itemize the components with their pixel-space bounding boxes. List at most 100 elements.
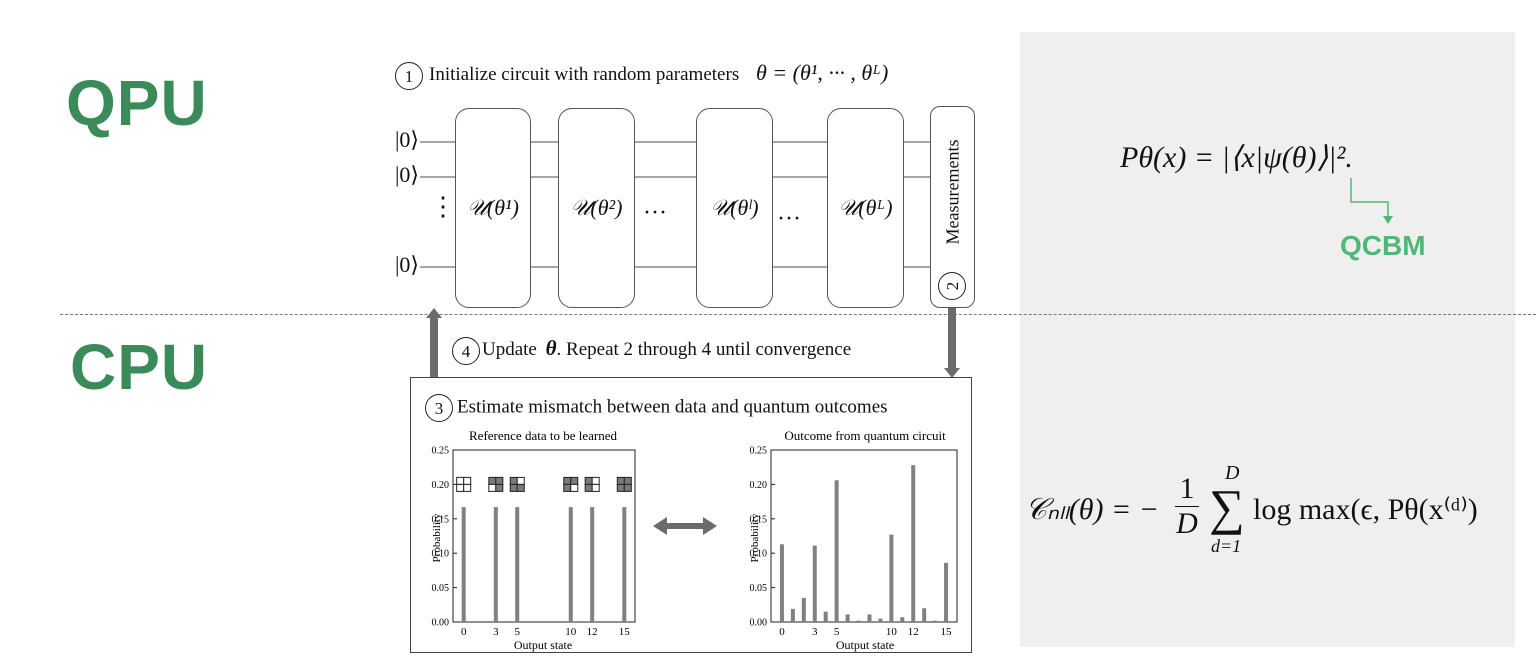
qcbm-label: QCBM <box>1340 230 1426 261</box>
chart1-state-glyph <box>495 476 504 485</box>
cost-lhs: 𝒞ₙₗₗ(θ) = − <box>1025 493 1159 526</box>
chart1-ytick-label: 0.00 <box>432 618 450 629</box>
chart1-state-glyph <box>495 483 504 492</box>
chart2-bar <box>845 614 850 622</box>
chart2-ylabel: Probability <box>749 513 761 562</box>
cost-frac-num: 1 <box>1175 472 1199 507</box>
step4-text-a: Update <box>482 339 537 360</box>
chart1-state-glyph <box>456 483 465 492</box>
chart2-ytick-label: 0.25 <box>750 446 768 457</box>
chart1-state-glyph <box>616 483 625 492</box>
chart1-state-glyph <box>623 476 632 485</box>
qpu-label: QPU <box>66 67 208 139</box>
chart2-bar <box>834 480 839 622</box>
chart1-xtick-label: 10 <box>565 626 577 638</box>
gate-ellipsis-2: ··· <box>777 206 801 232</box>
step1-text: Initialize circuit with random parameter… <box>429 64 740 85</box>
chart1-bar <box>590 507 595 622</box>
chart2-ytick-label: 0.05 <box>750 583 768 594</box>
chart1-ytick-label: 0.15 <box>432 514 450 525</box>
nll-cost-formula: 𝒞ₙₗₗ(θ) = − 1 D D ∑ d=1 log max(ϵ, Pθ(x⁽… <box>1025 462 1515 560</box>
chart2-bar <box>933 620 938 622</box>
step1-number: 1 <box>395 61 423 90</box>
chart1-xtick-label: 5 <box>514 626 520 638</box>
chart1-state-glyph <box>616 476 625 485</box>
chart1-state-glyph <box>591 476 600 485</box>
chart1-state-glyph <box>516 483 525 492</box>
chart2-title: Outcome from quantum circuit <box>784 428 946 443</box>
chart1-state-glyph <box>563 476 572 485</box>
ket-vdots: ⋮ <box>430 192 456 221</box>
cost-frac-den: D <box>1176 507 1198 540</box>
chart2-bar <box>922 608 927 622</box>
step4-heading: 4 Update θ. Repeat 2 through 4 until conv… <box>452 336 851 365</box>
chart1-state-glyph <box>509 476 518 485</box>
chart1-bar <box>461 507 466 622</box>
gate-u-theta-2: 𝒰(θ²) <box>558 108 635 308</box>
chart2-xtick-label: 5 <box>834 626 840 638</box>
step4-theta: θ <box>545 336 557 360</box>
chart2-xtick-label: 3 <box>812 626 818 638</box>
chart1-bar <box>568 507 573 622</box>
reference-data-chart: Reference data to be learned 0.00 0.05 0.1… <box>431 428 636 652</box>
chart1-state-glyph <box>623 483 632 492</box>
step1-theta-math: θ = (θ¹, ··· , θᴸ) <box>755 60 889 85</box>
qpu-cpu-divider <box>60 314 1536 315</box>
chart1-ylabel: Probability <box>431 513 443 562</box>
gate-ellipsis-1: ··· <box>643 200 667 226</box>
cost-rhs: log max(ϵ, Pθ(x⁽ᵈ⁾) <box>1253 493 1478 526</box>
chart2-bar <box>911 465 916 622</box>
chart2-bar <box>856 620 861 622</box>
chart1-xlabel: Output state <box>514 638 572 652</box>
quantum-outcome-chart: Outcome from quantum circuit 0.00 0.05 0.1… <box>749 428 958 652</box>
chart2-bar <box>790 608 795 622</box>
chart1-bar <box>622 507 627 622</box>
measurements-label: Measurements <box>942 139 962 245</box>
chart1-ytick-label: 0.20 <box>432 480 450 491</box>
chart2-bar <box>900 617 905 622</box>
chart1-ytick-label: 0.05 <box>432 583 450 594</box>
gate-u-theta-l: 𝒰(θˡ) <box>696 108 773 308</box>
chart2-xlabel: Output state <box>836 638 894 652</box>
chart2-bar <box>823 611 828 622</box>
chart2-ytick-label: 0.00 <box>750 618 768 629</box>
chart2-xtick-label: 15 <box>941 626 953 638</box>
chart2-bar <box>889 534 894 622</box>
chart1-state-glyph <box>488 476 497 485</box>
step3-text: Estimate mismatch between data and quant… <box>457 396 888 418</box>
chart1-state-glyph <box>584 476 593 485</box>
chart1-state-glyph <box>563 483 572 492</box>
cpu-estimation-box: 3 Estimate mismatch between data and quan… <box>410 377 972 653</box>
measurements-box: Measurements 2 <box>930 106 975 308</box>
chart2-bar <box>867 614 872 622</box>
chart2-bar <box>944 562 949 622</box>
step1-heading: 1 Initialize circuit with random paramete… <box>395 60 888 90</box>
gate-u-theta-1: 𝒰(θ¹) <box>455 108 531 308</box>
chart1-xtick-label: 3 <box>493 626 499 638</box>
formula-panel <box>1020 32 1515 647</box>
qcbm-connector-arrow <box>1350 178 1393 224</box>
chart1-bar <box>515 507 520 622</box>
chart1-state-glyph <box>456 476 465 485</box>
cost-fraction: 1 D <box>1175 472 1199 541</box>
arrow-up-to-qpu <box>426 308 442 380</box>
chart2-frame <box>770 449 958 623</box>
step3-number: 3 <box>425 394 453 422</box>
arrow-down-to-cpu <box>944 308 960 378</box>
chart1-state-glyph <box>570 483 579 492</box>
step4-text-b: . Repeat 2 through 4 until convergence <box>556 339 852 360</box>
chart1-title: Reference data to be learned <box>469 428 617 443</box>
gate-u-theta-L: 𝒰(θᴸ) <box>827 108 904 308</box>
step3-heading: 3 Estimate mismatch between data and quan… <box>425 394 888 422</box>
cost-sum-bottom: d=1 <box>1211 536 1242 556</box>
chart1-state-glyph <box>463 476 472 485</box>
chart1-state-glyph <box>516 476 525 485</box>
cpu-label: CPU <box>70 331 209 403</box>
chart2-xtick-label: 10 <box>886 626 898 638</box>
chart2-bar <box>779 544 784 622</box>
chart1-bar <box>493 507 498 622</box>
chart2-xtick-label: 0 <box>779 626 785 638</box>
chart1-ytick-label: 0.25 <box>432 446 450 457</box>
ket-0-c: |0⟩ <box>395 252 419 277</box>
cost-sum-symbol: ∑ <box>1209 479 1245 535</box>
